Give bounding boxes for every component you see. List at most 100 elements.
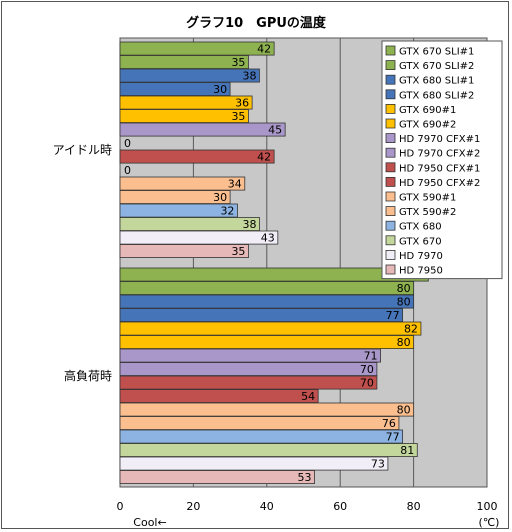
legend-label: HD 7970 CFX#2 <box>399 149 480 160</box>
data-label: 0 <box>124 164 131 177</box>
group-label: アイドル時 <box>53 143 112 157</box>
legend-label: HD 7950 CFX#2 <box>399 178 480 189</box>
data-label: 30 <box>213 191 227 204</box>
data-label: 38 <box>242 70 256 83</box>
data-label: 43 <box>261 232 275 245</box>
data-label: 80 <box>397 404 411 417</box>
unit-label: (℃) <box>479 516 500 529</box>
x-tick-label: 100 <box>477 500 498 513</box>
data-label: 45 <box>268 124 282 137</box>
bar <box>119 95 253 110</box>
data-label: 38 <box>242 218 256 231</box>
legend-swatch <box>385 264 396 275</box>
legend-label: HD 7970 CFX#1 <box>399 134 480 145</box>
legend-label: HD 7950 <box>399 266 443 277</box>
data-label: 80 <box>397 336 411 349</box>
legend-swatch <box>385 147 396 158</box>
data-label: 0 <box>124 137 131 150</box>
bar <box>119 41 275 56</box>
data-label: 80 <box>397 296 411 309</box>
bar <box>119 294 415 309</box>
legend-label: HD 7950 CFX#1 <box>399 163 480 174</box>
legend-swatch <box>385 206 396 217</box>
bar <box>119 456 389 471</box>
x-tick-label: 0 <box>117 500 124 513</box>
legend-swatch <box>385 220 396 231</box>
legend-label: GTX 590#2 <box>399 207 456 218</box>
legend-label: GTX 680 SLI#1 <box>399 76 474 87</box>
data-label: 77 <box>386 309 400 322</box>
x-tick-label: 60 <box>333 500 347 513</box>
legend-swatch <box>385 74 396 85</box>
bar <box>119 82 231 97</box>
data-label: 76 <box>382 417 396 430</box>
x-tick-label: 80 <box>407 500 421 513</box>
legend-label: GTX 670 SLI#2 <box>399 61 474 72</box>
bar <box>119 217 260 232</box>
bar <box>119 416 400 431</box>
bar <box>119 281 415 296</box>
legend-swatch <box>385 89 396 100</box>
legend-label: GTX 690#2 <box>399 120 456 131</box>
data-label: 70 <box>360 363 374 376</box>
bar <box>119 389 319 404</box>
bar <box>119 308 403 323</box>
legend-label: HD 7970 <box>399 251 443 262</box>
data-label: 71 <box>364 350 378 363</box>
legend-swatch <box>385 133 396 144</box>
bar <box>119 109 249 124</box>
legend-label: GTX 670 SLI#1 <box>399 47 474 58</box>
legend-swatch <box>385 249 396 260</box>
legend-box <box>381 40 503 280</box>
data-label: 34 <box>228 178 242 191</box>
legend-swatch <box>385 60 396 70</box>
data-label: 53 <box>298 471 312 484</box>
legend-swatch <box>385 104 396 114</box>
bar <box>119 68 260 83</box>
legend-label: GTX 670 <box>399 236 442 247</box>
chart-title: グラフ10 GPUの温度 <box>186 16 326 31</box>
legend-swatch <box>385 176 396 187</box>
data-label: 54 <box>301 390 315 403</box>
bar <box>119 244 249 259</box>
bar <box>119 176 246 191</box>
x-tick-label: 20 <box>186 500 200 513</box>
data-label: 70 <box>360 377 374 390</box>
legend-label: GTX 680 SLI#2 <box>399 90 474 101</box>
data-label: 82 <box>404 323 418 336</box>
bar <box>119 321 422 336</box>
bar <box>119 443 418 458</box>
legend-swatch <box>385 45 396 56</box>
bar <box>119 402 415 417</box>
legend-swatch <box>385 235 396 246</box>
bar <box>119 470 315 485</box>
data-label: 30 <box>213 83 227 96</box>
data-label: 77 <box>386 431 400 444</box>
data-label: 42 <box>257 151 271 164</box>
data-label: 80 <box>397 282 411 295</box>
x-tick-label: 40 <box>260 500 274 513</box>
bar <box>119 375 378 390</box>
bar <box>119 149 275 164</box>
bar <box>119 348 381 363</box>
legend-swatch <box>385 191 396 202</box>
bar <box>119 335 415 350</box>
legend-label: GTX 680 <box>399 222 442 233</box>
data-label: 73 <box>371 458 385 471</box>
data-label: 35 <box>231 56 245 69</box>
data-label: 42 <box>257 43 271 56</box>
bar <box>119 429 403 444</box>
data-label: 35 <box>231 245 245 258</box>
legend-label: GTX 590#1 <box>399 193 456 204</box>
bar <box>119 122 286 137</box>
legend-swatch <box>385 118 396 129</box>
data-label: 81 <box>400 444 414 457</box>
data-label: 32 <box>220 205 234 218</box>
x-axis-label: Cool← <box>133 516 166 529</box>
bar <box>119 55 249 70</box>
group-label: 高負荷時 <box>64 368 112 383</box>
legend-swatch <box>385 162 396 173</box>
bar <box>119 230 279 245</box>
